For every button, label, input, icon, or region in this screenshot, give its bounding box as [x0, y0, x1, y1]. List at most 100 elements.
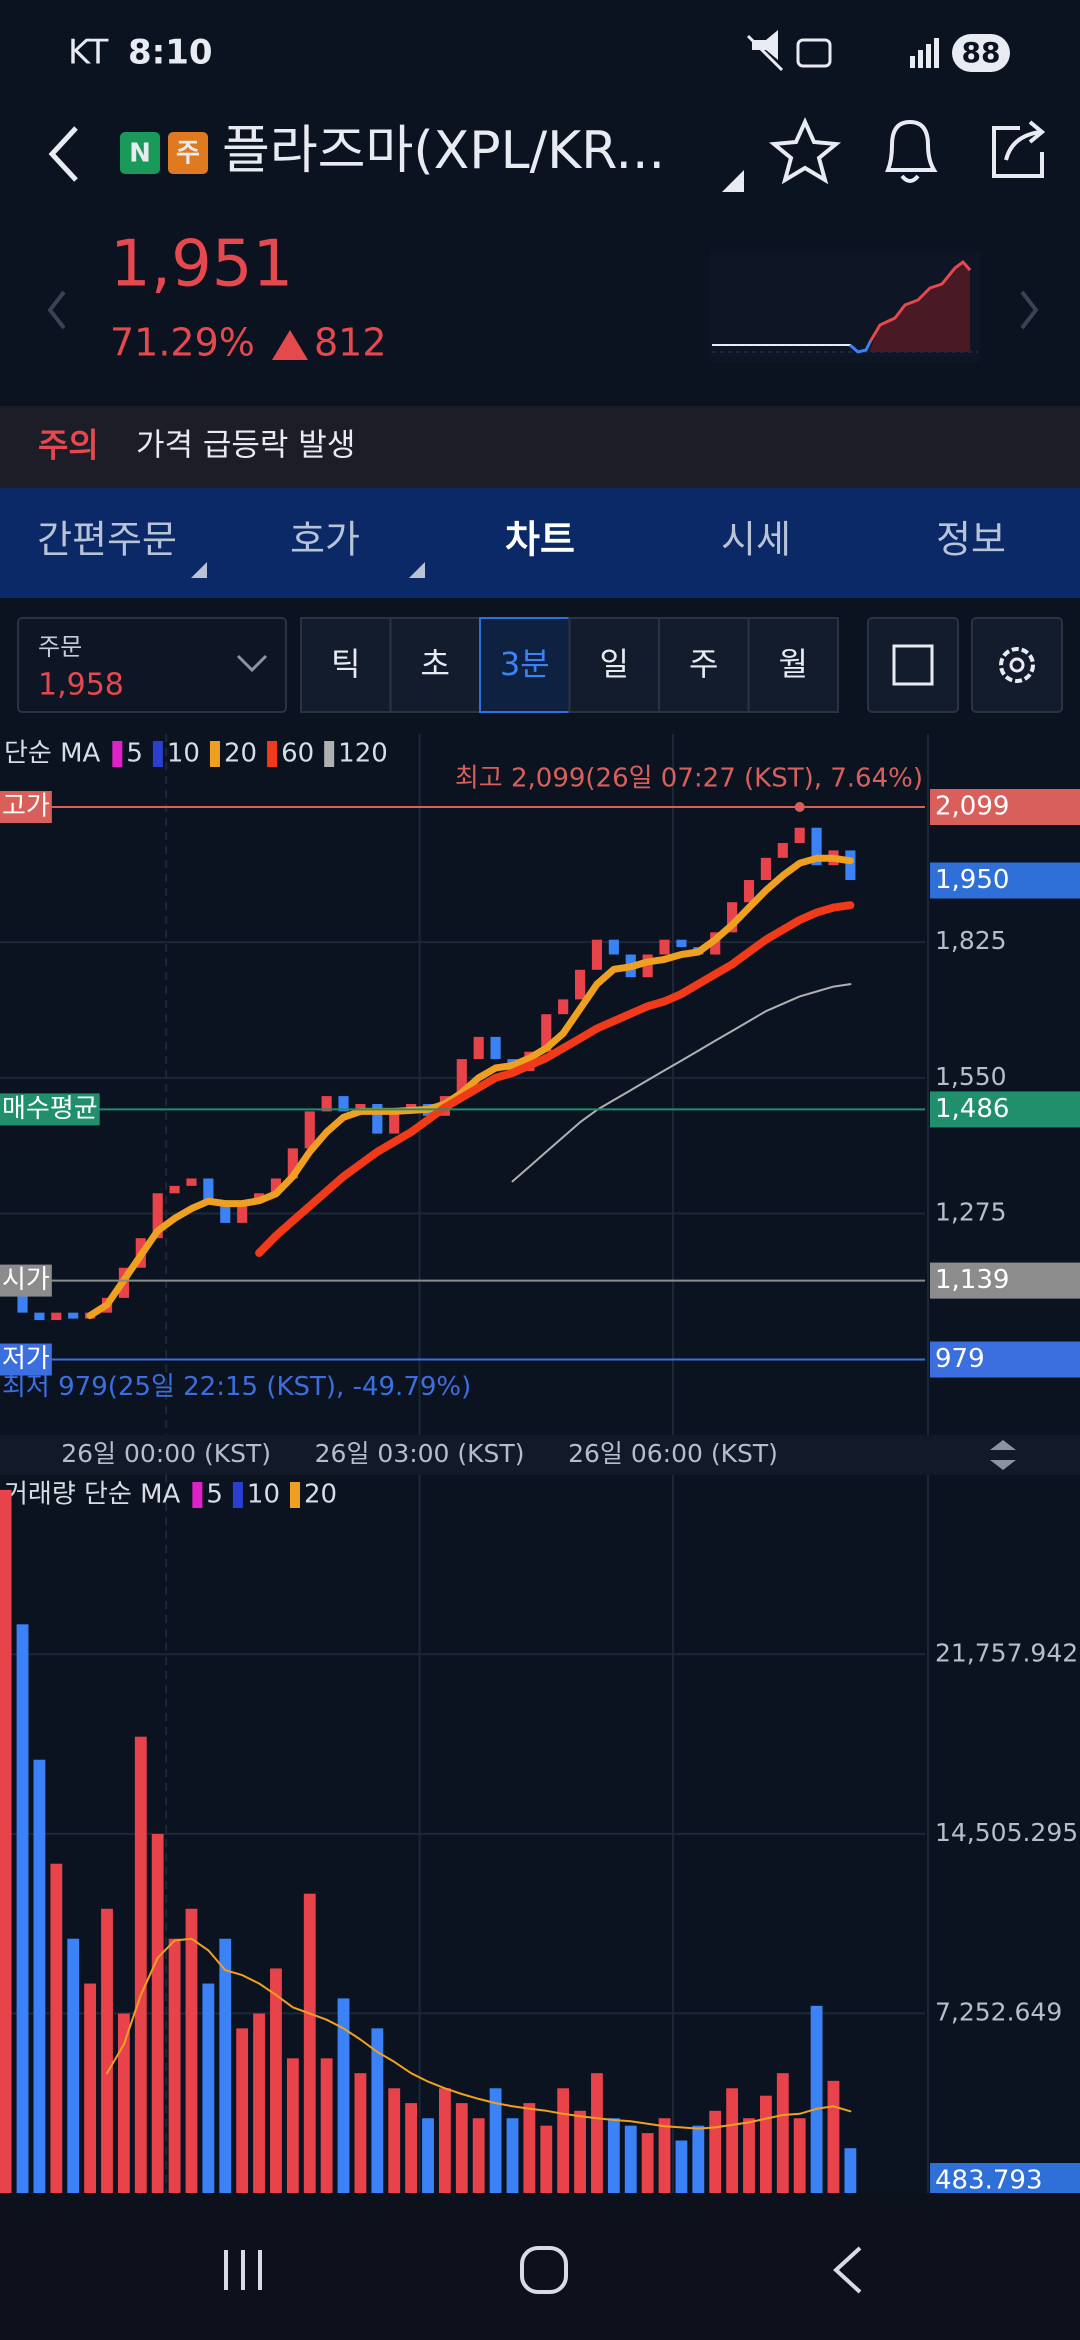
candle: [456, 1059, 467, 1097]
warning-bar: [0, 406, 1080, 488]
x-tick-label: 26일 06:00 (KST): [568, 1439, 778, 1468]
layout-button[interactable]: [867, 617, 959, 713]
interval-button[interactable]: [568, 617, 660, 713]
level-tag-box: [0, 1093, 100, 1126]
candle: [355, 1103, 366, 1112]
candle: [760, 857, 771, 881]
moving-average-line: [511, 983, 852, 1183]
prev-button[interactable]: [47, 290, 66, 330]
volume-bar: [709, 2110, 722, 2193]
moving-average-line: [86, 854, 854, 1320]
volume-bar: [692, 2125, 705, 2193]
tabs: 간편주문 호가 차트 시세 정보: [37, 518, 1006, 578]
volume-bar: [33, 1759, 46, 2193]
nav-back-button[interactable]: [833, 2246, 862, 2294]
candle: [34, 1312, 45, 1321]
y-tick-label: 21,757.942: [935, 1638, 1078, 1667]
volume-bar: [793, 2118, 806, 2193]
alarm-button[interactable]: [885, 119, 938, 183]
y-tick-label: 14,505.295: [935, 1818, 1078, 1847]
volume-bar: [405, 2103, 418, 2193]
recent-apps-button[interactable]: [224, 2250, 262, 2290]
level-tag-box: [0, 791, 52, 824]
candle: [321, 1096, 332, 1112]
tab[interactable]: 시세: [721, 518, 791, 562]
volume-bar: [0, 1489, 12, 2193]
candle: [203, 1178, 214, 1201]
tab[interactable]: 정보: [936, 518, 1006, 562]
volume-bar: [422, 2118, 434, 2193]
mute-icon: [752, 30, 778, 60]
interval-button[interactable]: [658, 617, 750, 713]
order-box[interactable]: [17, 617, 287, 713]
volume-bar: [236, 2028, 249, 2193]
candle: [51, 1312, 62, 1321]
candle: [473, 1036, 484, 1060]
y-tick-label: 1,275: [935, 1198, 1007, 1227]
candle: [574, 969, 586, 1000]
volume-bar: [489, 2088, 502, 2193]
candle: [186, 1178, 197, 1186]
candle: [287, 1148, 298, 1179]
volume-bar: [472, 2118, 485, 2193]
legend-label: 10: [167, 739, 200, 769]
signal-bar: [910, 56, 915, 68]
volume-bar: [219, 1938, 232, 2193]
volume-bar: [591, 2073, 603, 2193]
pane-resize[interactable]: [990, 1440, 1016, 1470]
next-button[interactable]: [1020, 290, 1039, 330]
tab[interactable]: 간편주문: [37, 518, 177, 562]
volume-bar: [455, 2103, 468, 2193]
legend-swatch: [267, 741, 278, 767]
volume-bar: [354, 2073, 367, 2193]
order-dropdown[interactable]: [236, 654, 268, 673]
level-tag-box: [0, 1343, 52, 1376]
back-button[interactable]: [48, 126, 78, 182]
candle: [237, 1200, 248, 1223]
volume-bar: [303, 1893, 316, 2193]
legend-swatch: [192, 1482, 203, 1508]
hd-icon: [796, 38, 832, 68]
tab-menu-indicator: [409, 562, 425, 578]
tab[interactable]: 차트: [505, 518, 575, 562]
volume-bar: [202, 1983, 215, 2193]
volume-bar: [67, 1938, 80, 2193]
title-dropdown[interactable]: [722, 170, 744, 192]
volume-bar: [16, 1624, 29, 2193]
y-tick-label: 1,550: [935, 1062, 1007, 1091]
nav-bar: [0, 2193, 1080, 2340]
legend-swatch: [324, 741, 335, 767]
asset-title[interactable]: 플라즈마(XPL/KR...: [222, 121, 665, 181]
level-tag-box: [0, 1264, 52, 1297]
volume-bar: [151, 1834, 164, 2193]
volume-bar: [506, 2118, 519, 2193]
share-button[interactable]: [992, 120, 1046, 178]
sparkline-dip: [849, 341, 872, 354]
home-button[interactable]: [520, 2246, 568, 2294]
legend-swatch: [290, 1482, 300, 1508]
interval-button[interactable]: [747, 617, 839, 713]
interval-button[interactable]: [389, 617, 481, 713]
battery-pill: [952, 34, 1010, 72]
signal-bar: [934, 38, 939, 68]
clock: 8:10: [128, 33, 213, 73]
interval-label: 일: [600, 645, 629, 683]
badge-text: N: [129, 139, 151, 169]
volume-bar: [574, 2110, 586, 2193]
battery-level: 88: [962, 36, 1001, 69]
interval-button[interactable]: [300, 617, 392, 713]
x-tick-label: 26일 03:00 (KST): [315, 1439, 525, 1468]
candle: [490, 1036, 501, 1060]
volume-bar: [540, 2125, 553, 2193]
candle: [270, 1178, 282, 1194]
legend-label: 5: [126, 739, 143, 769]
favorite-button[interactable]: [768, 117, 842, 185]
legend-label: 20: [224, 739, 257, 769]
legend-label: 20: [304, 1480, 337, 1510]
current-price: 1,951: [110, 228, 293, 302]
level-price-box: [930, 862, 1080, 899]
settings-button[interactable]: [971, 617, 1063, 713]
sparkline-rise: [868, 259, 972, 343]
tab[interactable]: 호가: [290, 518, 360, 562]
candle: [591, 939, 603, 970]
